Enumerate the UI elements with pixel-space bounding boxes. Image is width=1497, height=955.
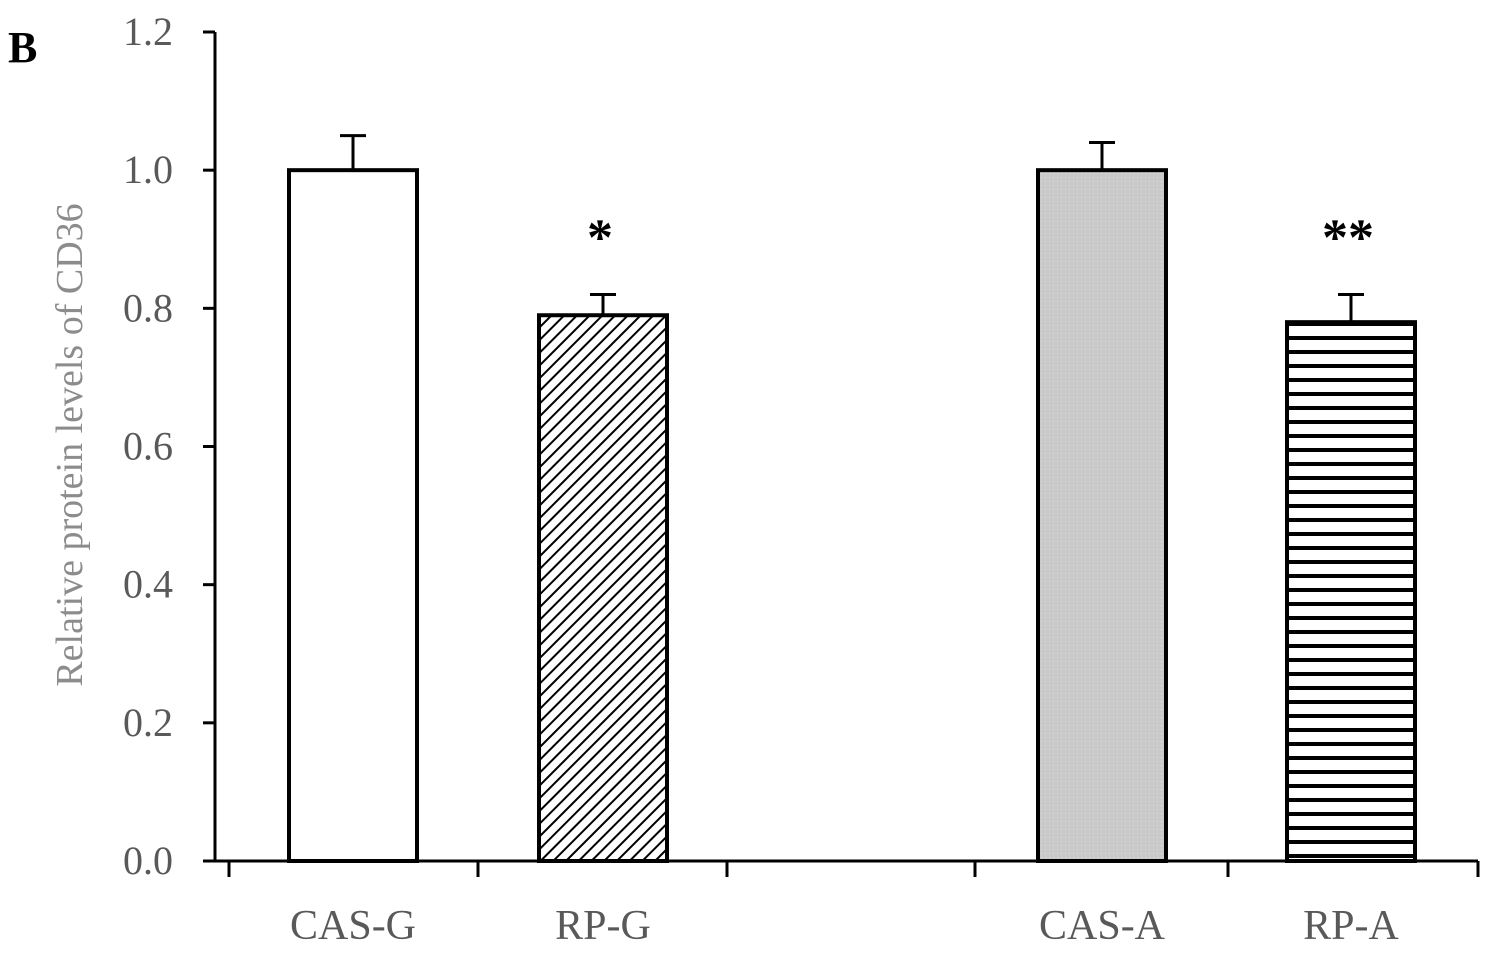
y-axis-title: Relative protein levels of CD36: [49, 203, 91, 686]
y-tick-label: 0.2: [123, 700, 173, 745]
labels: 0.0 0.2 0.4 0.6 0.8 1.0 1.2 CAS-G * RP-G CAS-A ** RP…: [123, 9, 1400, 949]
significance-marker: *: [587, 210, 613, 267]
category-label: CAS-A: [1039, 903, 1166, 949]
bars: [287, 134, 1417, 864]
bar: [537, 313, 669, 864]
bar-group-rp-g: [537, 293, 669, 864]
category-label: RP-G: [555, 903, 651, 949]
bar: [287, 168, 419, 863]
bar: [1285, 320, 1417, 863]
bar-group-cas-g: [287, 134, 419, 863]
category-label: CAS-G: [290, 903, 416, 949]
y-tick-label: 0.8: [123, 285, 173, 330]
y-tick-label: 0.0: [123, 838, 173, 883]
panel-label: B: [8, 23, 37, 72]
bar: [1036, 168, 1168, 863]
bar-group-rp-a: [1285, 293, 1417, 863]
y-tick-label: 1.0: [123, 147, 173, 192]
bar-group-cas-a: [1036, 141, 1168, 863]
y-tick-label: 0.4: [123, 562, 173, 607]
y-tick-label: 0.6: [123, 424, 173, 469]
category-label: RP-A: [1303, 903, 1399, 949]
y-tick-label: 1.2: [123, 9, 173, 54]
significance-marker: **: [1322, 210, 1374, 267]
axes: [203, 30, 1480, 877]
